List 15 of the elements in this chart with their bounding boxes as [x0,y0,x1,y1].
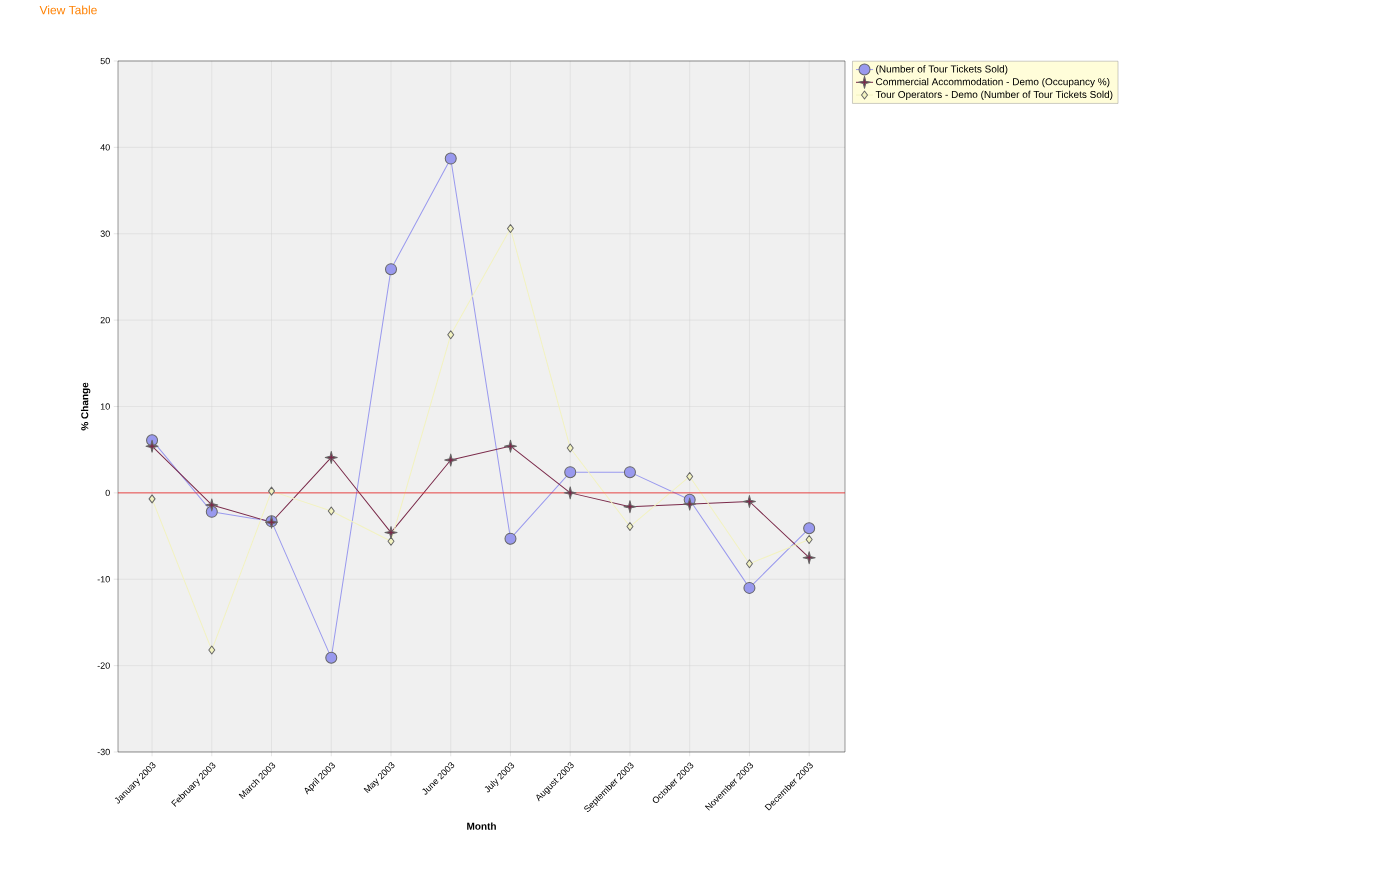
text: View Table [39,5,97,15]
legend-label: Commercial Accommodation - Demo (Occupancy %) [876,77,1110,88]
y-tick-label: -10 [97,576,110,583]
y-tick-label: -20 [97,662,110,669]
y-tick-label: -30 [97,748,110,756]
y-tick-label: 40 [100,144,110,151]
legend-label: (Number of Tour Tickets Sold) [876,65,1008,75]
y-tick-label: 0 [105,489,110,497]
y-axis-title: % Change [80,382,91,431]
y-tick-label: 10 [100,403,110,410]
y-tick-label: 50 [100,57,110,65]
x-axis-title: Month [467,822,496,830]
legend-label: Tour Operators - Demo (Number of Tour Tickets Sold) [875,90,1113,100]
y-tick-label: 20 [100,316,110,324]
y-tick-label: 30 [100,230,110,237]
